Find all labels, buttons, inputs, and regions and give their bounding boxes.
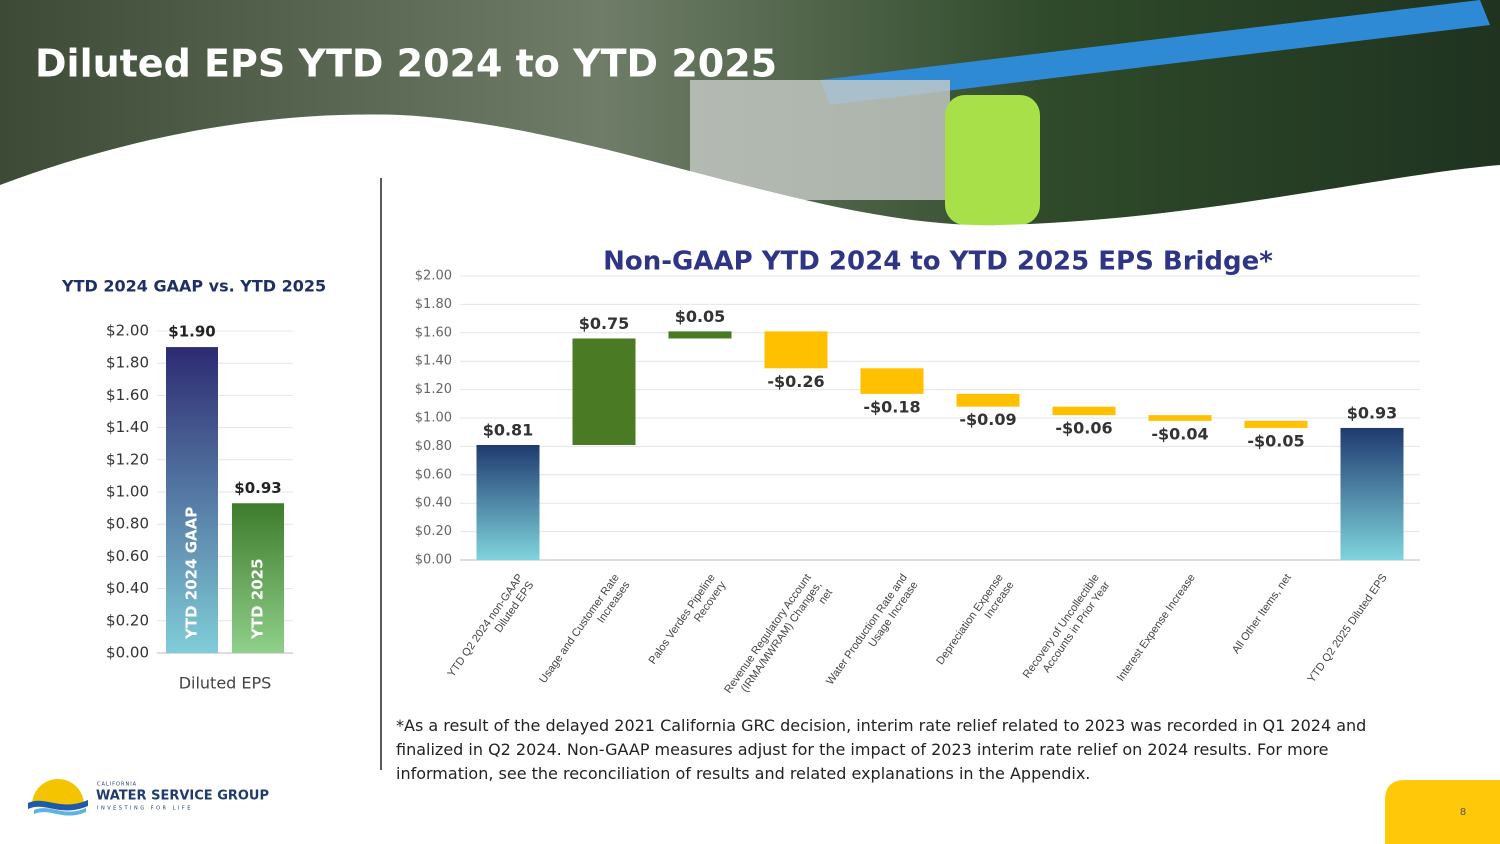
y-tick-label: $1.60 [106, 386, 149, 404]
logo-wave [34, 808, 86, 816]
y-tick-label: $1.80 [106, 354, 149, 372]
footnote: *As a result of the delayed 2021 Califor… [396, 716, 1367, 783]
bar [1244, 420, 1308, 428]
data-label: $0.93 [234, 479, 281, 497]
logo-top: CALIFORNIA [97, 782, 137, 788]
data-label: -$0.05 [1247, 431, 1304, 450]
series-label: YTD 2024 GAAP [183, 507, 201, 640]
pipe [820, 0, 1490, 105]
x-tick-label: Diluted EPS [179, 674, 272, 693]
header-wave [0, 114, 1500, 844]
chart-title: Non-GAAP YTD 2024 to YTD 2025 EPS Bridge… [603, 247, 1273, 277]
y-tick-label: $0.80 [106, 515, 149, 533]
bar [860, 368, 924, 394]
y-tick-label: $1.20 [106, 450, 149, 468]
slide-title: Diluted EPS YTD 2024 to YTD 2025 [35, 42, 777, 86]
data-label: -$0.09 [959, 410, 1016, 429]
bar [1052, 406, 1116, 416]
bar [1148, 415, 1212, 421]
data-label: $0.75 [579, 314, 630, 333]
y-tick-label: $0.40 [415, 496, 452, 511]
data-label: -$0.18 [863, 397, 920, 416]
y-tick-label: $1.60 [415, 325, 452, 340]
bar [232, 503, 284, 653]
data-label: -$0.04 [1151, 424, 1208, 443]
y-tick-label: $0.20 [106, 611, 149, 629]
series-label: YTD 2025 [249, 558, 267, 640]
y-tick-label: $0.00 [106, 644, 149, 662]
chart-title: YTD 2024 GAAP vs. YTD 2025 [61, 277, 326, 296]
worker [945, 95, 1040, 225]
y-tick-label: $0.60 [106, 547, 149, 565]
y-tick-label: $1.00 [106, 483, 149, 501]
bar [668, 331, 732, 339]
y-tick-label: $0.80 [415, 439, 452, 454]
y-tick-label: $0.00 [415, 553, 452, 568]
logo-name: WATER SERVICE GROUP [96, 789, 269, 804]
bar [764, 331, 828, 369]
bar [1340, 427, 1404, 560]
bar [166, 347, 218, 653]
logo-tagline: INVESTING FOR LIFE [97, 806, 193, 812]
bar [476, 444, 540, 560]
data-label: $0.81 [483, 420, 534, 439]
y-tick-label: $0.20 [415, 524, 452, 539]
truck [690, 80, 950, 200]
bar [572, 338, 636, 445]
y-tick-label: $1.40 [106, 418, 149, 436]
data-label: $0.93 [1347, 403, 1398, 422]
page-tab [1385, 780, 1500, 844]
y-tick-label: $0.60 [415, 467, 452, 482]
y-tick-label: $1.20 [415, 382, 452, 397]
data-label: -$0.06 [1055, 419, 1112, 438]
y-tick-label: $2.00 [106, 322, 149, 340]
y-tick-label: $1.80 [415, 297, 452, 312]
logo-wave [28, 800, 88, 811]
y-tick-label: $0.40 [106, 579, 149, 597]
data-label: $1.90 [168, 323, 215, 341]
data-label: $0.05 [675, 307, 726, 326]
page-number: 8 [1460, 807, 1466, 818]
data-label: -$0.26 [767, 372, 824, 391]
y-tick-label: $1.40 [415, 354, 452, 369]
y-tick-label: $2.00 [415, 269, 452, 284]
bar [956, 393, 1020, 407]
y-tick-label: $1.00 [415, 411, 452, 426]
logo-sun [32, 779, 84, 805]
